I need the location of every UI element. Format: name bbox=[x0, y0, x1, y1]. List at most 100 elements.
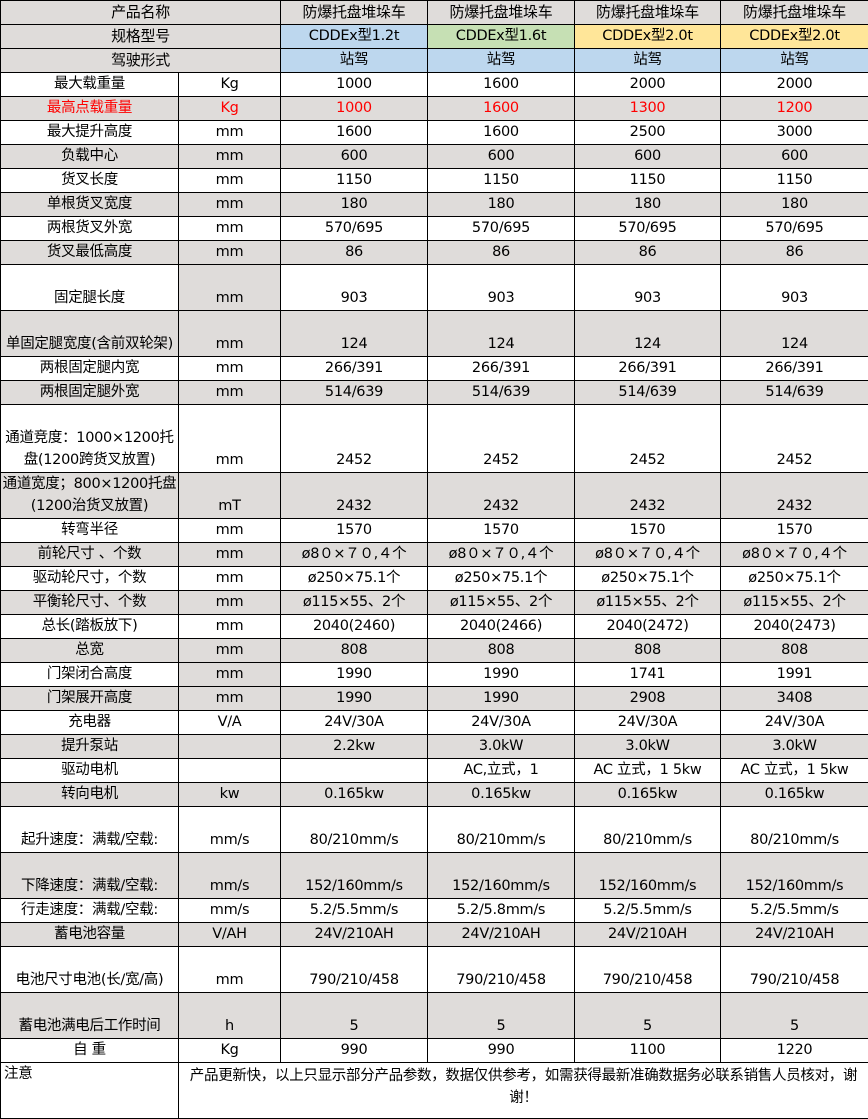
spec-value: 1600 bbox=[428, 97, 575, 121]
spec-value: 124 bbox=[575, 311, 721, 357]
spec-value: 124 bbox=[721, 311, 868, 357]
spec-value: 600 bbox=[428, 145, 575, 169]
spec-value: 1600 bbox=[428, 73, 575, 97]
spec-value: 790/210/458 bbox=[428, 947, 575, 993]
row-label: 驾驶形式 bbox=[1, 49, 281, 73]
spec-value: 790/210/458 bbox=[575, 947, 721, 993]
spec-value: ø8０×７０,４个 bbox=[281, 543, 428, 567]
header-cell: 防爆托盘堆垛车 bbox=[575, 1, 721, 25]
header-cell: 站驾 bbox=[281, 49, 428, 73]
spec-unit: mm bbox=[179, 121, 281, 145]
spec-value: 2040(2460) bbox=[281, 615, 428, 639]
spec-value: 24V/30A bbox=[428, 711, 575, 735]
spec-label: 起升速度：满载/空载: bbox=[1, 807, 179, 853]
spec-value: 266/391 bbox=[721, 357, 868, 381]
spec-value: 808 bbox=[428, 639, 575, 663]
spec-value: 266/391 bbox=[428, 357, 575, 381]
note-text: 产品更新快，以上只显示部分产品参数，数据仅供参考，如需获得最新准确数据务必联系销… bbox=[179, 1063, 868, 1119]
spec-value: 86 bbox=[428, 241, 575, 265]
spec-label: 最大载重量 bbox=[1, 73, 179, 97]
spec-unit: V/AH bbox=[179, 923, 281, 947]
spec-value: 3.0kW bbox=[721, 735, 868, 759]
header-cell: 站驾 bbox=[721, 49, 868, 73]
spec-value: 570/695 bbox=[575, 217, 721, 241]
spec-value: 80/210mm/s bbox=[428, 807, 575, 853]
spec-value: 808 bbox=[575, 639, 721, 663]
spec-value: 2040(2472) bbox=[575, 615, 721, 639]
spec-value: 24V/210AH bbox=[721, 923, 868, 947]
spec-unit: mm bbox=[179, 217, 281, 241]
spec-value: 266/391 bbox=[281, 357, 428, 381]
spec-value: 903 bbox=[575, 265, 721, 311]
spec-value: 1570 bbox=[428, 519, 575, 543]
spec-label: 单固定腿宽度(含前双轮架) bbox=[1, 311, 179, 357]
header-cell: 站驾 bbox=[428, 49, 575, 73]
spec-value: 1570 bbox=[721, 519, 868, 543]
spec-value: 903 bbox=[281, 265, 428, 311]
spec-value: AC 立式，1 5kw bbox=[575, 759, 721, 783]
spec-unit: mm bbox=[179, 405, 281, 473]
spec-value: 2432 bbox=[721, 473, 868, 519]
spec-unit: mm bbox=[179, 687, 281, 711]
spec-label: 通道宽度；800×1200托盘(1200治货叉放置) bbox=[1, 473, 179, 519]
spec-label: 驱动电机 bbox=[1, 759, 179, 783]
spec-value: 86 bbox=[721, 241, 868, 265]
spec-value: 180 bbox=[428, 193, 575, 217]
spec-label: 转弯半径 bbox=[1, 519, 179, 543]
spec-value: 152/160mm/s bbox=[428, 853, 575, 899]
spec-value: 903 bbox=[721, 265, 868, 311]
spec-value: 600 bbox=[721, 145, 868, 169]
spec-value: 1000 bbox=[281, 97, 428, 121]
spec-label: 最大提升高度 bbox=[1, 121, 179, 145]
spec-value: ø250×75.1个 bbox=[281, 567, 428, 591]
spec-unit: mm bbox=[179, 519, 281, 543]
spec-value: 24V/210AH bbox=[428, 923, 575, 947]
spec-value: 24V/30A bbox=[575, 711, 721, 735]
spec-value: ø8０×７０,４个 bbox=[575, 543, 721, 567]
spec-value: 2432 bbox=[428, 473, 575, 519]
spec-value: 570/695 bbox=[721, 217, 868, 241]
spec-unit: V/A bbox=[179, 711, 281, 735]
spec-value: 2040(2466) bbox=[428, 615, 575, 639]
spec-unit: mm bbox=[179, 543, 281, 567]
spec-value: 180 bbox=[281, 193, 428, 217]
spec-value: ø250×75.1个 bbox=[721, 567, 868, 591]
spec-value: 2500 bbox=[575, 121, 721, 145]
spec-value: ø115×55、2个 bbox=[721, 591, 868, 615]
spec-value: 600 bbox=[575, 145, 721, 169]
spec-value: 2908 bbox=[575, 687, 721, 711]
spec-value: 1991 bbox=[721, 663, 868, 687]
spec-unit: mm bbox=[179, 947, 281, 993]
spec-value: 5 bbox=[721, 993, 868, 1039]
spec-label: 两根固定腿内宽 bbox=[1, 357, 179, 381]
spec-value: 0.165kw bbox=[281, 783, 428, 807]
spec-value: 2452 bbox=[575, 405, 721, 473]
spec-value: 2452 bbox=[721, 405, 868, 473]
spec-unit: mm bbox=[179, 663, 281, 687]
spec-value: 808 bbox=[281, 639, 428, 663]
spec-value: 0.165kw bbox=[575, 783, 721, 807]
spec-value: ø250×75.1个 bbox=[575, 567, 721, 591]
spec-value: 5.2/5.5mm/s bbox=[575, 899, 721, 923]
spec-value: 124 bbox=[428, 311, 575, 357]
spec-value: 152/160mm/s bbox=[281, 853, 428, 899]
spec-unit: mm bbox=[179, 381, 281, 405]
spec-value: 514/639 bbox=[721, 381, 868, 405]
